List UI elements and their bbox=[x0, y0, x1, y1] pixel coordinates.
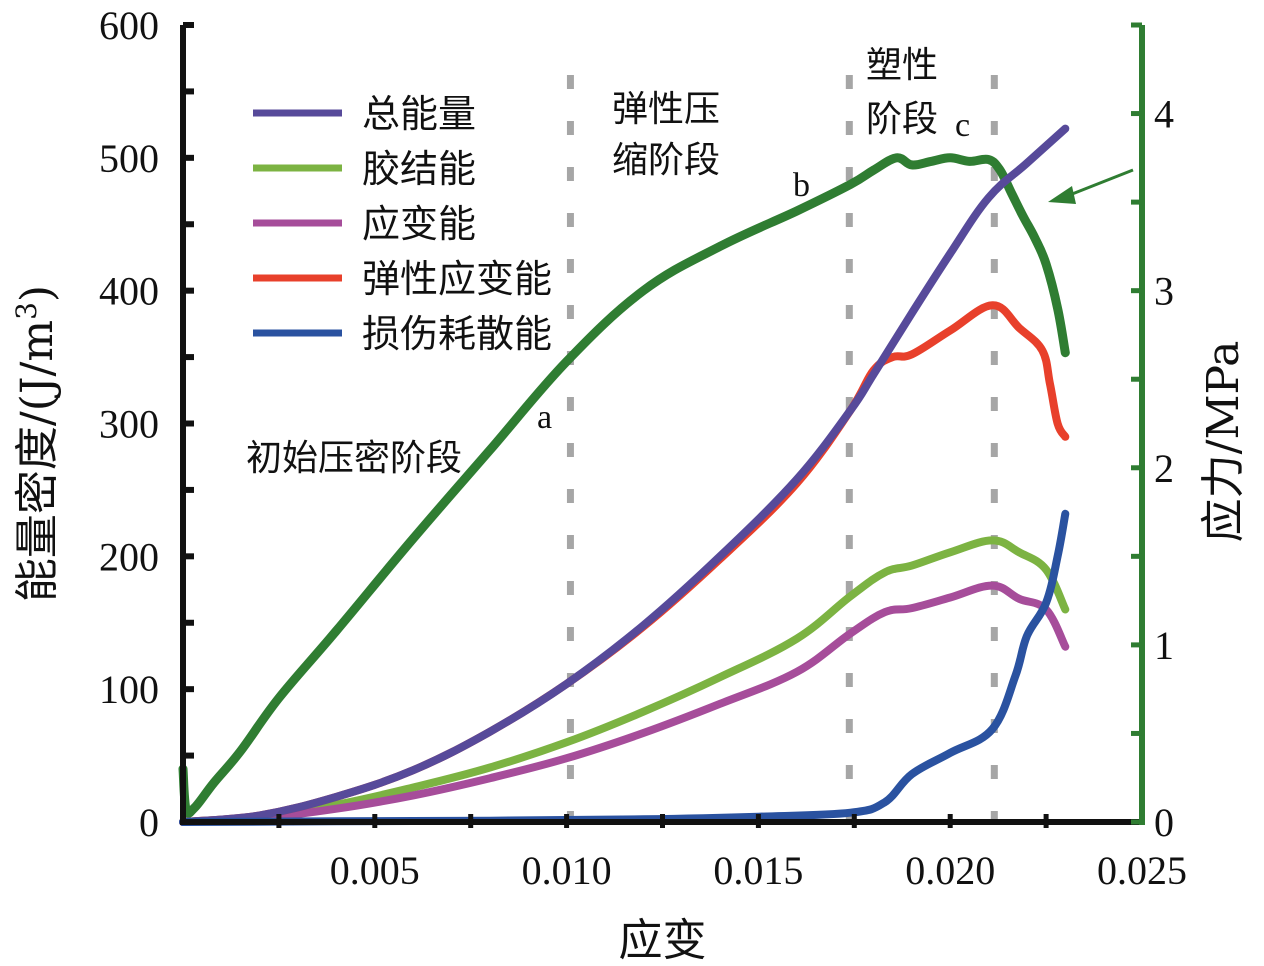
annotations: 初始压密阶段 弹性压 缩阶段 塑性 阶段 a b c bbox=[246, 45, 1134, 479]
left-y-axis-title-close: ) bbox=[12, 285, 63, 302]
left-y-tick-label: 300 bbox=[99, 402, 159, 447]
left-y-tick-label: 100 bbox=[99, 667, 159, 712]
arrow-shaft bbox=[1061, 168, 1134, 200]
right-y-ticks: 0 1 2 3 4 bbox=[1131, 22, 1174, 845]
x-axis-title: 应变 bbox=[619, 915, 707, 966]
left-y-axis-title-sup: 3 bbox=[10, 302, 43, 320]
left-y-axis-title: 能量密度/(J/m3) bbox=[10, 285, 63, 602]
x-tick-label: 0.020 bbox=[905, 848, 995, 893]
x-tick-label: 0.025 bbox=[1097, 848, 1187, 893]
legend-label-3: 弹性应变能 bbox=[362, 257, 552, 301]
legend-label-4: 损伤耗散能 bbox=[362, 312, 552, 356]
x-ticks: 0.005 0.010 0.015 0.020 0.025 bbox=[276, 814, 1187, 893]
legend-label-2: 应变能 bbox=[362, 202, 476, 246]
left-y-ticks: 0 100 200 300 400 500 600 bbox=[99, 3, 194, 845]
stage-label-elastic-1: 弹性压 bbox=[612, 89, 720, 130]
point-label-a: a bbox=[537, 399, 552, 436]
right-y-tick-label: 3 bbox=[1154, 269, 1174, 314]
legend-label-0: 总能量 bbox=[362, 92, 476, 136]
series-line-0 bbox=[179, 124, 1070, 826]
series-line-5 bbox=[178, 153, 1070, 818]
series-line-2 bbox=[179, 581, 1070, 826]
right-y-tick-label: 2 bbox=[1154, 446, 1174, 491]
arrow-to-stress-curve bbox=[1048, 168, 1134, 204]
point-label-b: b bbox=[793, 167, 810, 204]
series-line-1 bbox=[179, 536, 1070, 826]
series-line-3 bbox=[179, 301, 1070, 826]
x-tick-label: 0.010 bbox=[522, 848, 612, 893]
right-y-tick-label: 0 bbox=[1154, 800, 1174, 845]
right-y-axis-title: 应力/MPa bbox=[1198, 341, 1249, 543]
left-y-tick-label: 400 bbox=[99, 269, 159, 314]
stage-label-plastic-1: 塑性 bbox=[866, 45, 938, 86]
legend-label-1: 胶结能 bbox=[362, 147, 476, 191]
right-y-tick-label: 1 bbox=[1154, 623, 1174, 668]
left-y-tick-label: 600 bbox=[99, 3, 159, 48]
left-y-tick-label: 0 bbox=[139, 800, 159, 845]
stage-boundary-lines bbox=[566, 75, 998, 822]
stage-label-elastic-2: 缩阶段 bbox=[612, 140, 720, 181]
left-y-tick-label: 200 bbox=[99, 534, 159, 579]
stage-label-initial: 初始压密阶段 bbox=[246, 438, 462, 479]
left-y-tick-label: 500 bbox=[99, 136, 159, 181]
axes: 0 100 200 300 400 500 600 0.005 0.010 0.015 0.020… bbox=[99, 3, 1187, 893]
right-y-tick-label: 4 bbox=[1154, 92, 1174, 137]
arrow-head-icon bbox=[1048, 186, 1076, 204]
stage-label-plastic-2: 阶段 bbox=[866, 99, 938, 140]
x-tick-label: 0.015 bbox=[713, 848, 803, 893]
left-y-axis-title-main: 能量密度/(J/m bbox=[12, 320, 63, 602]
point-label-c: c bbox=[955, 107, 970, 144]
x-tick-label: 0.005 bbox=[330, 848, 420, 893]
